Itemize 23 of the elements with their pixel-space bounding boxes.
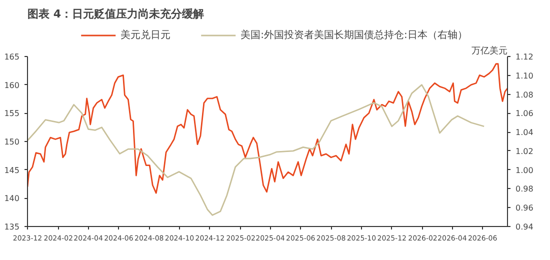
line-series (28, 63, 508, 194)
legend-label: 美国:外国投资者美国长期国债总持仓:日本（右轴） (240, 28, 468, 42)
y-tick-label: 145 (4, 166, 20, 175)
y2-axis-title: 万亿美元 (472, 46, 508, 56)
line-series (28, 84, 485, 216)
y2-tick-label: 0.96 (516, 204, 534, 213)
y2-tick-label: 1.06 (516, 109, 534, 118)
y2-tick-label: 0.94 (516, 222, 534, 232)
y-tick-label: 155 (4, 109, 20, 118)
y2-tick-label: 1.10 (516, 71, 534, 80)
y2-tick-label: 1.08 (516, 90, 534, 100)
y-tick-label: 165 (4, 52, 20, 62)
y2-tick-label: 0.98 (516, 184, 534, 194)
y-tick-label: 150 (4, 138, 20, 146)
y-tick-label: 160 (4, 80, 20, 90)
y2-tick-label: 1.04 (516, 128, 534, 138)
legend-label: 美元兑日元 (120, 28, 171, 42)
y2-tick-label: 1.02 (516, 146, 534, 156)
y-tick-label: 140 (4, 194, 20, 204)
y-tick-label: 135 (4, 222, 20, 232)
y2-tick-label: 1.00 (516, 166, 534, 175)
chart-title: 图表 4：日元贬值压力尚未充分缓解 (28, 8, 204, 20)
y2-tick-label: 1.12 (516, 52, 534, 62)
